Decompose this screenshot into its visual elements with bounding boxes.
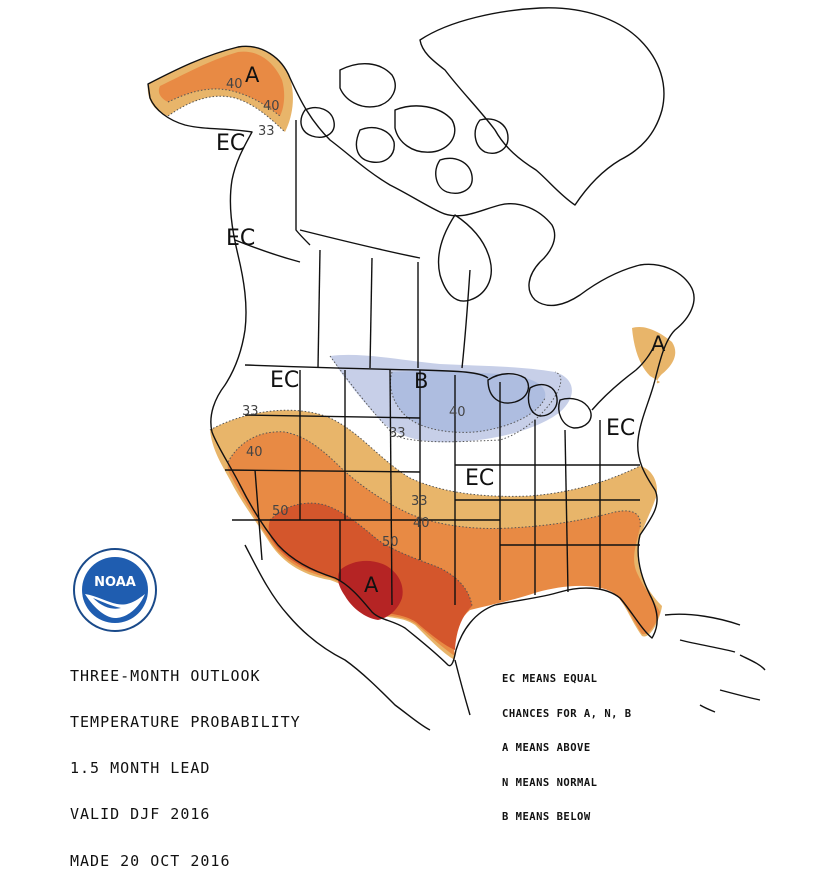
outlook-map: EC A 40 40 33 EC EC 33 40 50 B 40 33 EC … [147,7,766,731]
north-below-40-area [390,371,546,433]
isoline-label: 50 [382,535,399,550]
isoline-label: 40 [246,445,263,460]
south-above-60-area [337,560,403,620]
title-line: THREE-MONTH OUTLOOK [70,666,261,685]
legend-line: EC MEANS EQUAL [502,673,598,685]
south-above-40-area [227,431,660,656]
probability-contours [167,88,641,607]
isoline-label: 40 [413,516,430,531]
title-line: VALID DJF 2016 [70,805,211,824]
isoline-label: 33 [389,426,406,441]
legend-block: EC MEANS EQUAL CHANCES FOR A, N, B A MEA… [502,651,632,835]
outlook-title-block: THREE-MONTH OUTLOOK TEMPERATURE PROBABIL… [70,638,301,885]
isoline-label: 33 [242,404,259,419]
northeast-above-area [632,326,676,384]
mexico-outline [244,544,431,731]
canada-us-border [244,344,656,411]
map-outlines [147,7,766,731]
alaska-canada-border [295,120,311,246]
noaa-logo-text: NOAA [94,575,136,590]
title-line: TEMPERATURE PROBABILITY [70,713,301,732]
map-labels: EC A 40 40 33 EC EC 33 40 50 B 40 33 EC … [216,63,666,597]
isoline-label: 33 [411,494,428,509]
legend-line: N MEANS NORMAL [502,776,598,789]
isoline-label: 40 [263,99,280,114]
legend-line: B MEANS BELOW [502,811,591,823]
above-label-south: A [364,573,379,597]
below-label-north: B [414,369,428,393]
title-line: 1.5 MONTH LEAD [70,759,211,778]
isoline-label: 40 [449,405,466,420]
noaa-logo: NOAA [73,548,157,632]
hudson-bay-outline [437,214,492,302]
isoline-label: 33 [258,124,275,139]
north-america-coastline [147,45,695,667]
ec-label-west: EC [270,368,299,393]
ec-label-central: EC [465,466,494,491]
alaska-above-40-area [158,51,285,117]
legend-line: CHANCES FOR A, N, B [502,707,632,720]
isoline-label: 40 [226,77,243,92]
ec-label-alaska: EC [216,131,245,156]
ec-label-east: EC [606,416,635,441]
ec-label-bc: EC [226,226,255,251]
legend-line: A MEANS ABOVE [502,742,591,754]
greenland-outline [419,7,665,206]
above-label-northeast: A [651,332,666,356]
isoline-label: 50 [272,504,289,519]
above-label-alaska: A [245,63,260,87]
title-line: MADE 20 OCT 2016 [70,851,231,870]
us-state-lines [224,369,640,606]
